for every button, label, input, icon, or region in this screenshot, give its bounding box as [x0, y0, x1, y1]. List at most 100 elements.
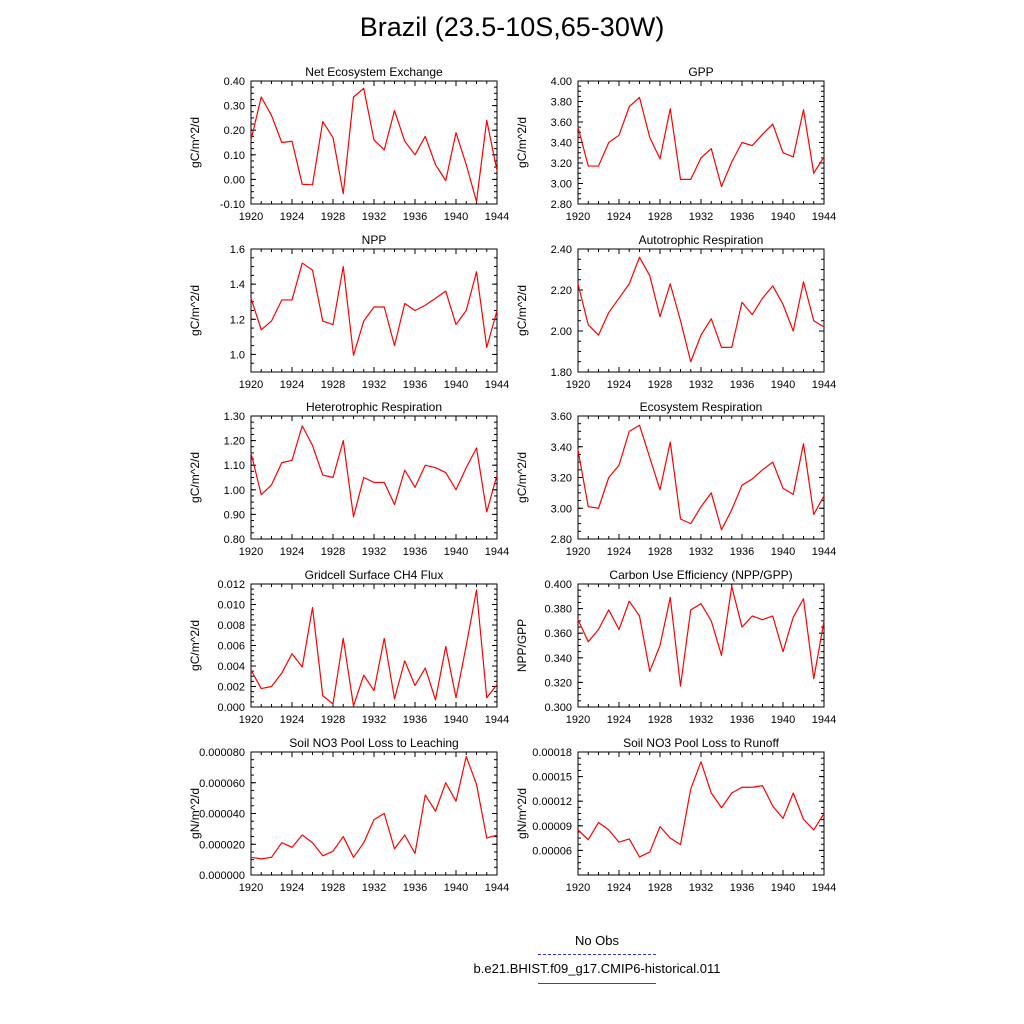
x-tick-label: 1928 — [648, 546, 672, 558]
x-tick-label: 1936 — [730, 546, 754, 558]
chart-panel: Soil NO3 Pool Loss to Runoff gN/m^2/d 1920… — [515, 736, 836, 894]
y-tick-label: 0.380 — [544, 604, 572, 616]
x-tick-label: 1920 — [239, 546, 263, 558]
y-tick-label: 2.40 — [551, 244, 572, 256]
x-tick-label: 1944 — [485, 546, 509, 558]
y-tick-label: 0.00006 — [532, 845, 572, 857]
x-tick-label: 1928 — [321, 211, 345, 223]
x-tick-label: 1920 — [566, 379, 590, 391]
y-tick-label: 1.80 — [551, 367, 572, 379]
y-tick-label: 0.00018 — [532, 747, 572, 759]
x-tick-label: 1932 — [362, 379, 386, 391]
series-line — [250, 589, 498, 707]
x-tick-label: 1944 — [485, 211, 509, 223]
y-tick-label: 0.300 — [544, 702, 572, 714]
y-tick-label: 0.00 — [224, 174, 245, 186]
x-tick-label: 1936 — [403, 546, 427, 558]
y-tick-label: 2.80 — [551, 534, 572, 546]
y-tick-label: 3.20 — [551, 158, 572, 170]
y-tick-label: 1.0 — [230, 349, 245, 361]
x-tick-label: 1928 — [648, 211, 672, 223]
y-tick-label: 0.90 — [224, 509, 245, 521]
x-tick-label: 1932 — [689, 882, 713, 894]
y-tick-label: 1.00 — [224, 485, 245, 497]
x-tick-label: 1928 — [321, 714, 345, 726]
x-tick-label: 1936 — [730, 882, 754, 894]
y-axis-label: gC/m^2/d — [188, 620, 202, 671]
chart-panel: Ecosystem Respiration gC/m^2/d 1920 1924 192… — [515, 400, 836, 558]
x-tick-label: 1944 — [812, 379, 836, 391]
y-tick-label: 0.000080 — [199, 747, 245, 759]
y-tick-label: 0.000060 — [199, 778, 245, 790]
plot-frame — [577, 80, 825, 205]
x-tick-label: 1924 — [607, 211, 631, 223]
series-line — [577, 96, 825, 188]
legend-case-label: b.e21.BHIST.f09_g17.CMIP6-historical.011 — [473, 961, 721, 976]
series-line — [250, 262, 498, 356]
x-tick-label: 1940 — [444, 546, 468, 558]
x-tick-label: 1940 — [771, 379, 795, 391]
y-tick-label: 1.30 — [224, 411, 245, 423]
x-tick-label: 1924 — [607, 379, 631, 391]
y-tick-label: 0.008 — [217, 620, 245, 632]
y-axis-label: gC/m^2/d — [515, 452, 529, 503]
x-tick-label: 1936 — [403, 882, 427, 894]
plot-frame — [250, 80, 498, 205]
plot-frame — [577, 751, 825, 876]
legend-obs-label: No Obs — [574, 933, 620, 948]
y-tick-label: 0.80 — [224, 534, 245, 546]
x-tick-label: 1944 — [812, 546, 836, 558]
y-tick-label: 0.00009 — [532, 821, 572, 833]
x-tick-label: 1928 — [648, 714, 672, 726]
chart-title: Soil NO3 Pool Loss to Runoff — [623, 736, 780, 750]
x-tick-label: 1940 — [444, 379, 468, 391]
page-title: Brazil (23.5-10S,65-30W) — [359, 12, 665, 42]
y-tick-label: 3.20 — [551, 473, 572, 485]
x-tick-label: 1936 — [730, 714, 754, 726]
y-tick-label: 0.000000 — [199, 870, 245, 882]
x-tick-label: 1940 — [444, 882, 468, 894]
series-line — [577, 585, 825, 687]
y-tick-label: 1.2 — [230, 314, 245, 326]
x-tick-label: 1920 — [566, 546, 590, 558]
x-tick-label: 1924 — [280, 714, 304, 726]
chart-title: Net Ecosystem Exchange — [305, 65, 443, 79]
chart-title: Soil NO3 Pool Loss to Leaching — [289, 736, 458, 750]
x-tick-label: 1928 — [321, 882, 345, 894]
x-tick-label: 1924 — [607, 714, 631, 726]
x-tick-label: 1920 — [239, 211, 263, 223]
x-tick-label: 1932 — [689, 714, 713, 726]
x-tick-label: 1940 — [771, 211, 795, 223]
y-tick-label: 3.40 — [551, 442, 572, 454]
y-tick-label: 3.00 — [551, 503, 572, 515]
y-tick-label: 2.80 — [551, 199, 572, 211]
x-tick-label: 1932 — [689, 379, 713, 391]
x-tick-label: 1936 — [730, 211, 754, 223]
chart-title: Ecosystem Respiration — [640, 400, 763, 414]
chart-title: GPP — [688, 65, 713, 79]
legend-case-line — [538, 983, 656, 984]
y-tick-label: 1.4 — [230, 279, 245, 291]
y-axis-label: gC/m^2/d — [515, 117, 529, 168]
x-tick-label: 1936 — [403, 714, 427, 726]
series-line — [250, 87, 498, 203]
plot-frame — [577, 248, 825, 373]
x-tick-label: 1940 — [771, 714, 795, 726]
plot-frame — [250, 248, 498, 373]
y-tick-label: 0.40 — [224, 76, 245, 88]
x-tick-label: 1932 — [362, 882, 386, 894]
chart-title: Autotrophic Respiration — [639, 233, 764, 247]
series-line — [250, 425, 498, 518]
chart-title: Gridcell Surface CH4 Flux — [305, 568, 444, 582]
y-axis-label: gC/m^2/d — [188, 285, 202, 336]
x-tick-label: 1936 — [403, 211, 427, 223]
y-tick-label: 0.010 — [217, 600, 245, 612]
y-tick-label: 0.20 — [224, 125, 245, 137]
y-tick-label: 1.20 — [224, 436, 245, 448]
plot-frame — [577, 415, 825, 540]
y-tick-label: 2.00 — [551, 326, 572, 338]
y-tick-label: 0.30 — [224, 101, 245, 113]
y-tick-label: 0.360 — [544, 628, 572, 640]
chart-panel: Heterotrophic Respiration gC/m^2/d 1920 192… — [188, 400, 509, 558]
x-tick-label: 1924 — [280, 882, 304, 894]
